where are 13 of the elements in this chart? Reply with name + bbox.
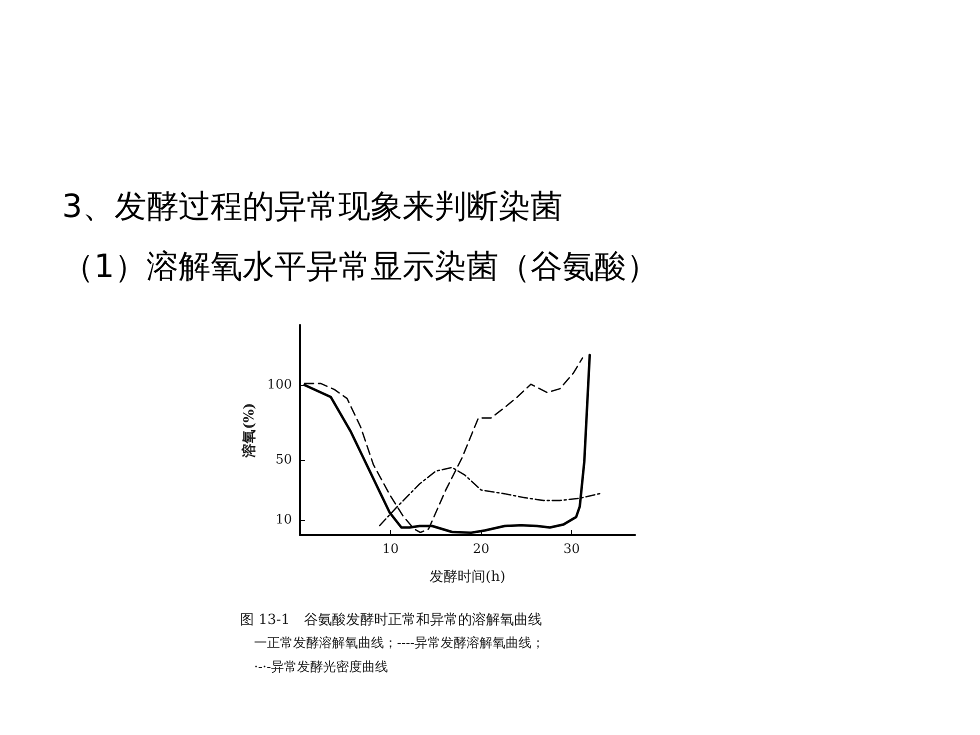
y-tick-label: 10 [275, 512, 292, 528]
caption: 图 13-1 谷氨酸发酵时正常和异常的溶解氧曲线 [240, 611, 543, 630]
chart-title: 3、发酵过程的异常现象来判断染菌 [62, 186, 562, 227]
y-tick-label: 50 [275, 452, 292, 468]
y-axis-title: 溶氧(%) [240, 402, 258, 458]
text: ·-·-异常发酵光密度曲线 [253, 659, 390, 677]
chart-subtitle: （1）溶解氧水平异常显示染菌（谷氨酸） [62, 246, 658, 287]
y-tick-label: 100 [267, 378, 292, 392]
x-tick-label: 10 [382, 542, 399, 557]
x-axis-title: 发酵时间(h) [430, 569, 506, 585]
x-tick-label: 20 [472, 542, 490, 557]
x-tick-label: 30 [563, 542, 580, 557]
text: 一正常发酵溶解氧曲线；----异常发酵溶解氧曲线； [253, 635, 545, 653]
